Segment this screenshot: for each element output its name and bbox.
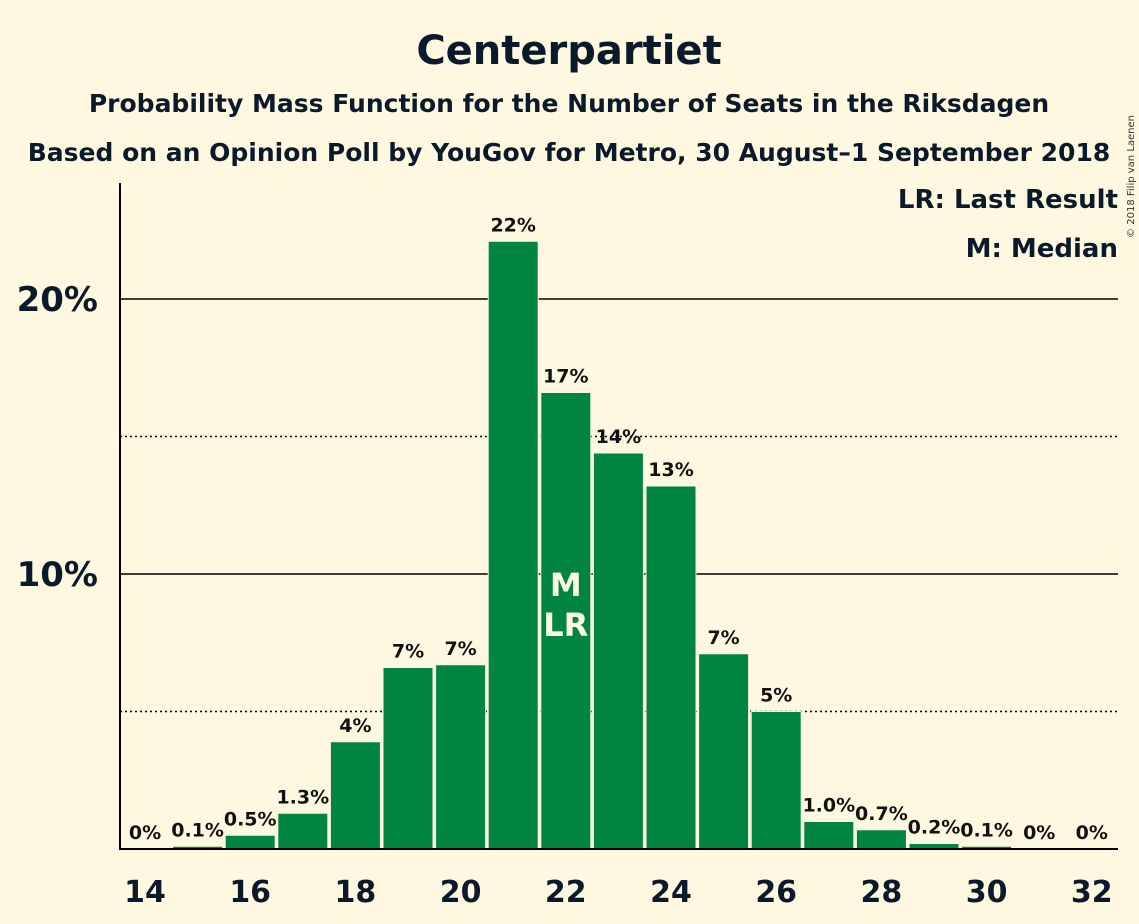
chart-title: Centerpartiet: [416, 28, 721, 74]
data-label-seats-29: 0.2%: [908, 817, 961, 839]
last-result-marker: LR: [543, 606, 588, 644]
bars: [172, 240, 1013, 850]
x-tick-label: 20: [440, 875, 482, 910]
x-tick-label: 28: [861, 875, 903, 910]
data-label-seats-18: 4%: [339, 715, 371, 737]
y-axis-ticks: 10% 20%: [17, 280, 98, 595]
data-label-seats-17: 1.3%: [276, 786, 329, 808]
data-label-seats-19: 7%: [392, 641, 424, 663]
bar-seats-17: [277, 812, 329, 850]
bar-seats-24: [645, 485, 697, 850]
bar-seats-27: [803, 821, 855, 850]
median-marker: M: [550, 566, 582, 604]
x-tick-label: 26: [755, 875, 797, 910]
data-label-seats-31: 0%: [1023, 822, 1055, 844]
data-label-seats-32: 0%: [1076, 822, 1108, 844]
bar-seats-18: [329, 741, 381, 850]
x-tick-label: 30: [966, 875, 1008, 910]
bar-seats-28: [855, 829, 907, 850]
data-labels: 0% 0.1% 0.5%1.3%4%7% 7%22%17%14%13%7%5%1.0%…: [129, 214, 1108, 844]
data-label-seats-30: 0.1%: [960, 819, 1013, 841]
x-tick-label: 18: [335, 875, 377, 910]
data-label-seats-20: 7%: [444, 638, 476, 660]
chart-subtitle-1: Probability Mass Function for the Number…: [89, 89, 1049, 118]
x-tick-label: 22: [545, 875, 587, 910]
y-tick-label: 20%: [17, 280, 98, 320]
legend-median: M: Median: [966, 234, 1118, 264]
bar-seats-21: [487, 240, 539, 850]
data-label-seats-14: 0%: [129, 822, 161, 844]
data-label-seats-22: 17%: [543, 366, 588, 388]
bar-seats-25: [698, 653, 750, 850]
data-label-seats-23: 14%: [596, 426, 641, 448]
data-label-seats-25: 7%: [707, 627, 739, 649]
data-label-seats-21: 22%: [490, 214, 535, 236]
bar-seats-23: [592, 452, 644, 850]
bar-seats-22: [540, 392, 592, 850]
bar-seats-19: [382, 667, 434, 850]
data-label-seats-28: 0.7%: [855, 803, 908, 825]
data-label-seats-27: 1.0%: [802, 795, 855, 817]
y-tick-label: 10%: [17, 555, 98, 595]
bar-seats-16: [224, 834, 276, 850]
bar-seats-20: [435, 664, 487, 850]
bar-seats-26: [750, 711, 802, 850]
x-tick-label: 24: [650, 875, 692, 910]
copyright-notice: © 2018 Filip van Laenen: [1126, 115, 1137, 238]
data-label-seats-16: 0.5%: [224, 808, 277, 830]
x-tick-label: 14: [124, 875, 166, 910]
x-tick-label: 16: [229, 875, 271, 910]
chart-subtitle-2: Based on an Opinion Poll by YouGov for M…: [28, 138, 1111, 167]
x-axis-ticks: 14 16 18 20 22 24 26 28 30 32: [124, 875, 1113, 910]
legend-last-result: LR: Last Result: [898, 185, 1118, 215]
data-label-seats-24: 13%: [648, 459, 693, 481]
data-label-seats-15: 0.1%: [171, 819, 224, 841]
x-tick-label: 32: [1071, 875, 1113, 910]
data-label-seats-26: 5%: [760, 685, 792, 707]
bar-markers: MLR: [543, 566, 588, 644]
